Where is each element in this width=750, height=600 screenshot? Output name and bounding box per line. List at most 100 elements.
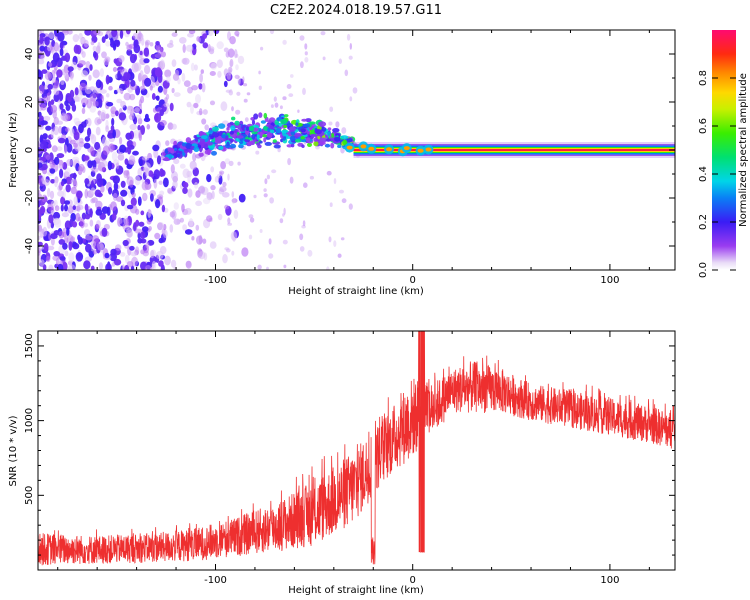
noise-speck: [50, 210, 55, 215]
spectrogram-xtick-label: -100: [204, 275, 227, 286]
noise-speck: [89, 133, 95, 140]
noise-speck: [235, 64, 239, 71]
noise-speck: [97, 41, 101, 52]
noise-speck: [269, 30, 275, 35]
noise-speck: [163, 102, 170, 108]
noise-speck: [130, 251, 138, 257]
noise-speck: [299, 35, 305, 41]
spectrogram-ytick-label: 0: [24, 147, 35, 153]
band-speck: [198, 152, 204, 157]
noise-speck: [38, 259, 45, 267]
noise-speck: [266, 174, 270, 180]
noise-speck: [78, 123, 84, 134]
noise-speck: [235, 109, 241, 115]
noise-speck: [231, 250, 235, 256]
band-speck: [256, 134, 260, 140]
noise-speck: [47, 83, 53, 90]
noise-speck: [126, 169, 130, 180]
spectrogram-xlabel: Height of straight line (km): [288, 286, 424, 297]
noise-speck: [99, 89, 107, 94]
noise-speck: [229, 60, 233, 68]
noise-speck: [228, 66, 233, 73]
noise-speck: [89, 64, 93, 71]
noise-speck: [193, 64, 198, 71]
noise-speck: [71, 103, 77, 112]
noise-speck: [64, 144, 68, 154]
noise-speck: [40, 205, 46, 214]
band-speck: [267, 120, 272, 124]
noise-speck: [96, 178, 104, 188]
band-speck: [226, 141, 230, 146]
band-speck: [185, 137, 192, 144]
noise-speck: [119, 144, 127, 154]
noise-speck: [225, 51, 230, 58]
noise-speck: [85, 243, 92, 253]
noise-speck: [101, 227, 108, 237]
snr-series-line: [38, 331, 675, 566]
noise-speck: [79, 90, 83, 100]
noise-speck: [120, 189, 128, 197]
noise-speck: [299, 233, 304, 241]
snr-xtick-label: -100: [204, 575, 227, 586]
noise-speck: [302, 220, 306, 227]
noise-speck: [41, 194, 48, 203]
noise-speck: [348, 203, 353, 210]
noise-speck: [43, 243, 49, 252]
colorbar-ticks: 0.0 0.2 0.4 0.6 0.8: [698, 70, 736, 278]
noise-speck: [198, 185, 206, 195]
noise-speck: [58, 125, 62, 134]
spectrogram-ytick-label: -40: [24, 238, 35, 254]
band-speck: [331, 132, 335, 138]
noise-speck: [60, 180, 65, 187]
noise-speck: [135, 114, 142, 120]
noise-speck: [326, 170, 332, 176]
noise-speck: [286, 84, 292, 89]
spectrogram-axes: -100 0 100 -40 -20 0 20 40: [24, 29, 675, 286]
noise-speck: [115, 196, 124, 202]
noise-speck: [273, 96, 277, 102]
band-speck: [253, 113, 259, 120]
noise-speck: [182, 57, 190, 65]
noise-speck: [83, 155, 90, 161]
noise-speck: [181, 72, 186, 82]
noise-speck: [149, 85, 153, 91]
noise-speck: [283, 207, 286, 215]
noise-speck: [52, 109, 57, 119]
noise-speck: [54, 205, 60, 212]
noise-speck: [188, 218, 194, 227]
noise-speck: [144, 168, 150, 177]
noise-speck: [48, 62, 53, 67]
noise-speck: [51, 200, 56, 207]
noise-speck: [106, 93, 110, 98]
noise-speck: [48, 264, 54, 270]
noise-speck: [64, 167, 71, 177]
band-speck: [211, 132, 220, 138]
noise-speck: [164, 69, 172, 78]
noise-speck: [149, 42, 154, 47]
carrier-blob: [417, 148, 424, 153]
noise-speck: [125, 30, 131, 35]
noise-speck: [42, 264, 47, 270]
noise-speck: [258, 85, 262, 91]
band-speck: [208, 130, 214, 134]
noise-speck: [274, 102, 279, 108]
noise-speck: [108, 143, 116, 152]
noise-speck: [93, 51, 97, 58]
noise-speck: [95, 208, 103, 216]
noise-speck: [97, 241, 103, 251]
band-speck: [301, 118, 308, 122]
noise-speck: [159, 190, 165, 196]
noise-speck: [116, 88, 123, 93]
noise-speck: [182, 44, 186, 53]
noise-speck: [159, 120, 167, 126]
noise-speck: [210, 62, 217, 70]
noise-speck: [186, 101, 192, 108]
noise-speck: [43, 115, 51, 122]
noise-speck: [79, 82, 87, 91]
noise-speck: [210, 185, 216, 191]
noise-speck: [143, 193, 147, 200]
noise-speck: [282, 213, 285, 217]
noise-speck: [112, 175, 121, 184]
noise-speck: [62, 188, 66, 199]
noise-speck: [98, 98, 103, 108]
